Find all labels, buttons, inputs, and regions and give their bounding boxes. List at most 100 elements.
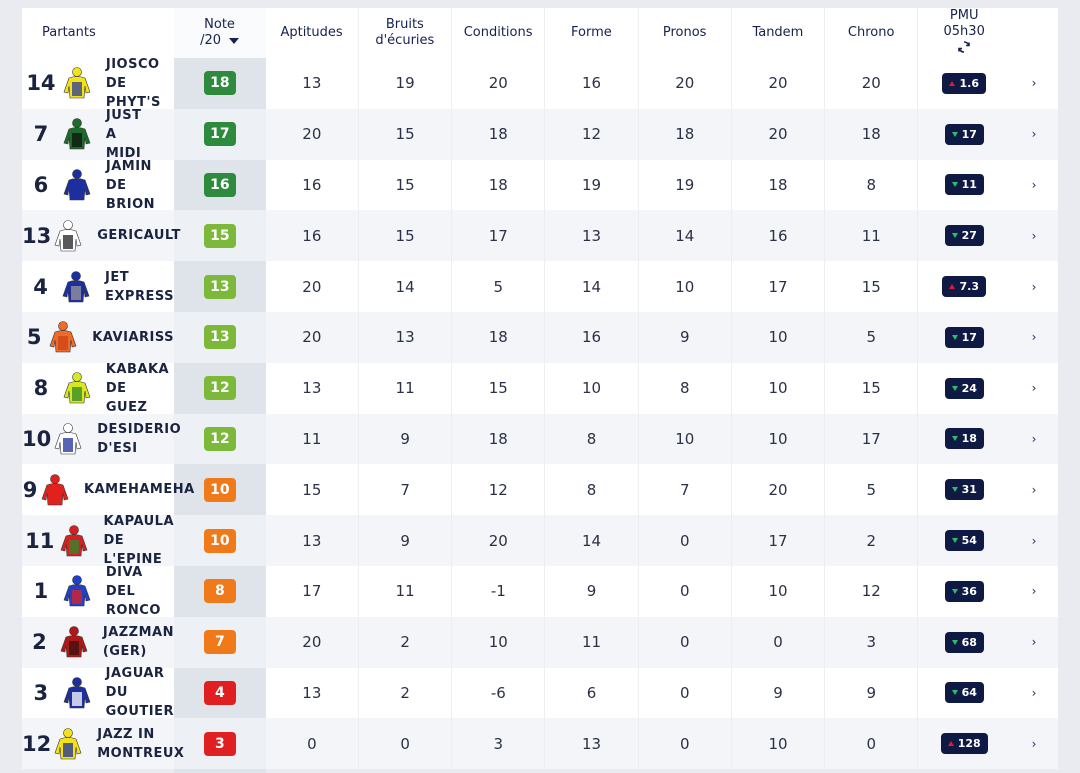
forme-value: 13 bbox=[545, 718, 639, 770]
odds-badge[interactable]: 54 bbox=[944, 530, 984, 552]
odds-badge[interactable]: 31 bbox=[944, 479, 984, 501]
odds-badge[interactable]: 128 bbox=[940, 733, 988, 755]
horse-name[interactable]: JET EXPRESS bbox=[105, 269, 174, 304]
pronos-value: 0 bbox=[639, 565, 732, 617]
table-row[interactable]: 5 KAVIARISS 13 20 13 18 16 9 10 5 17 › bbox=[22, 311, 1058, 363]
chevron-right-icon[interactable]: › bbox=[1031, 330, 1037, 345]
header-note[interactable]: Note /20 bbox=[174, 17, 266, 49]
chevron-right-icon[interactable]: › bbox=[1031, 736, 1037, 751]
table-row[interactable]: 11 KAPAULA DE L'EPINE 10 13 9 20 14 0 17 2 54 › bbox=[22, 512, 1058, 569]
table-row[interactable]: 4 JET EXPRESS 13 20 14 5 14 10 17 15 7.3 › bbox=[22, 261, 1058, 312]
note-badge: 18 bbox=[203, 71, 236, 96]
trend-down-icon bbox=[951, 131, 958, 137]
pmu-cell: 17 bbox=[918, 109, 1010, 160]
table-row[interactable]: 3 JAGUAR DU GOUTIER 4 13 2 -6 6 0 9 9 64 › bbox=[22, 666, 1058, 719]
note-badge: 10 bbox=[203, 477, 236, 502]
pronos-value: 10 bbox=[639, 413, 732, 465]
odds-badge[interactable]: 7.3 bbox=[942, 276, 986, 298]
chevron-right-icon[interactable]: › bbox=[1031, 431, 1037, 446]
table-row[interactable]: 9 KAMEHAMEHA 10 15 7 12 8 7 20 5 31 › bbox=[22, 464, 1058, 516]
bruits-value: 9 bbox=[359, 413, 453, 465]
chrono-value: 20 bbox=[825, 58, 919, 109]
odds-badge[interactable]: 11 bbox=[944, 174, 984, 196]
runner-cell: 4 JET EXPRESS bbox=[22, 268, 174, 306]
chevron-right-icon[interactable]: › bbox=[1031, 228, 1037, 243]
trend-down-icon bbox=[951, 334, 958, 340]
runner-cell: 11 KAPAULA DE L'EPINE bbox=[22, 512, 174, 569]
odds-badge[interactable]: 36 bbox=[944, 580, 984, 602]
aptitudes-value: 13 bbox=[266, 58, 359, 109]
header-chrono[interactable]: Chrono bbox=[825, 8, 919, 58]
table-row[interactable]: 6 JAMIN DE BRION 16 16 15 18 19 19 18 8 11 › bbox=[22, 158, 1058, 212]
forme-value: 14 bbox=[545, 261, 639, 312]
odds-badge[interactable]: 17 bbox=[944, 326, 984, 348]
refresh-icon[interactable] bbox=[944, 40, 985, 59]
header-tandem[interactable]: Tandem bbox=[732, 8, 826, 58]
aptitudes-value: 13 bbox=[266, 515, 359, 566]
odds-badge[interactable]: 27 bbox=[944, 225, 984, 247]
jockey-silk-icon bbox=[57, 524, 91, 558]
chevron-right-icon[interactable]: › bbox=[1031, 482, 1037, 497]
table-row[interactable]: 2 JAZZMAN (GER) 7 20 2 10 11 0 0 3 68 › bbox=[22, 616, 1058, 668]
header-pronos[interactable]: Pronos bbox=[639, 8, 732, 58]
table-row[interactable]: 1 DIVA DEL RONCO 8 17 11 -1 9 0 10 12 36 › bbox=[22, 564, 1058, 618]
pmu-cell: 64 bbox=[918, 668, 1010, 719]
horse-name[interactable]: KAPAULA DE L'EPINE bbox=[103, 514, 174, 568]
runner-cell: 12 JAZZ IN MONTREUX bbox=[22, 725, 184, 763]
odds-badge[interactable]: 24 bbox=[944, 377, 984, 399]
chrono-value: 15 bbox=[825, 261, 919, 312]
horse-name[interactable]: DESIDERIO D'ESI bbox=[97, 421, 182, 456]
chevron-right-icon[interactable]: › bbox=[1031, 685, 1037, 700]
runner-cell: 10 DESIDERIO D'ESI bbox=[22, 420, 181, 458]
odds-badge[interactable]: 68 bbox=[944, 631, 984, 653]
aptitudes-value: 13 bbox=[266, 667, 359, 719]
conditions-value: 3 bbox=[452, 718, 546, 770]
runner-cell: 8 KABAKA DE GUEZ bbox=[22, 360, 174, 417]
chevron-right-icon[interactable]: › bbox=[1031, 533, 1037, 548]
odds-badge[interactable]: 17 bbox=[944, 123, 984, 145]
table-row[interactable]: 14 JIOSCO DE PHYT'S 18 13 19 20 16 20 20 20 1.6 › bbox=[22, 56, 1058, 110]
table-row[interactable]: 10 DESIDERIO D'ESI 12 11 9 18 8 10 10 17 18 › bbox=[22, 413, 1058, 465]
runner-number: 3 bbox=[33, 680, 49, 705]
horse-name[interactable]: JAZZMAN (GER) bbox=[102, 625, 174, 660]
aptitudes-value: 17 bbox=[266, 565, 359, 617]
horse-name[interactable]: KAMEHAMEHA bbox=[84, 482, 195, 498]
header-aptitudes[interactable]: Aptitudes bbox=[265, 8, 359, 58]
pmu-cell: 7.3 bbox=[918, 261, 1010, 312]
odds-badge[interactable]: 1.6 bbox=[942, 72, 986, 94]
horse-name[interactable]: JAZZ IN MONTREUX bbox=[97, 726, 185, 761]
chevron-right-icon[interactable]: › bbox=[1031, 584, 1037, 599]
header-partants[interactable]: Partants bbox=[42, 25, 96, 40]
table-row[interactable]: 7 JUST A MIDI 17 20 15 18 12 18 20 18 17 › bbox=[22, 107, 1058, 161]
odds-badge[interactable]: 64 bbox=[944, 682, 984, 704]
note-cell: 18 bbox=[174, 71, 266, 96]
header-pmu-label: PMU bbox=[949, 7, 979, 23]
forme-value: 11 bbox=[545, 616, 639, 668]
horse-name[interactable]: JIOSCO DE PHYT'S bbox=[105, 56, 161, 110]
odds-badge[interactable]: 18 bbox=[944, 428, 984, 450]
horse-name[interactable]: JAGUAR DU GOUTIER bbox=[105, 666, 174, 720]
bruits-value: 19 bbox=[359, 58, 453, 109]
horse-name[interactable]: GERICAULT bbox=[97, 228, 181, 244]
chevron-right-icon[interactable]: › bbox=[1031, 279, 1037, 294]
chevron-right-icon[interactable]: › bbox=[1031, 381, 1037, 396]
chevron-right-icon[interactable]: › bbox=[1031, 635, 1037, 650]
horse-name[interactable]: KAVIARISS bbox=[92, 329, 174, 345]
table-row[interactable]: 8 KABAKA DE GUEZ 12 13 11 15 10 8 10 15 24 › bbox=[22, 360, 1058, 417]
horse-name[interactable]: KABAKA DE GUEZ bbox=[105, 361, 170, 415]
chevron-right-icon[interactable]: › bbox=[1031, 177, 1037, 192]
header-pmu[interactable]: PMU 05h30 bbox=[918, 8, 1010, 58]
forme-value: 6 bbox=[545, 667, 639, 719]
header-forme[interactable]: Forme bbox=[545, 8, 639, 58]
chrono-value: 11 bbox=[825, 210, 919, 262]
chevron-right-icon[interactable]: › bbox=[1031, 76, 1037, 91]
chevron-right-icon[interactable]: › bbox=[1031, 127, 1037, 142]
horse-name[interactable]: JUST A MIDI bbox=[105, 107, 142, 161]
table-row[interactable]: 12 JAZZ IN MONTREUX 3 0 0 3 13 0 10 0 128 › bbox=[22, 718, 1058, 770]
header-bruits[interactable]: Bruits d'écuries bbox=[359, 8, 452, 58]
chrono-value: 5 bbox=[825, 464, 919, 516]
horse-name[interactable]: DIVA DEL RONCO bbox=[105, 564, 161, 618]
horse-name[interactable]: JAMIN DE BRION bbox=[105, 158, 156, 212]
header-conditions[interactable]: Conditions bbox=[452, 8, 546, 58]
table-row[interactable]: 13 GERICAULT 15 16 15 17 13 14 16 11 27 › bbox=[22, 210, 1058, 262]
